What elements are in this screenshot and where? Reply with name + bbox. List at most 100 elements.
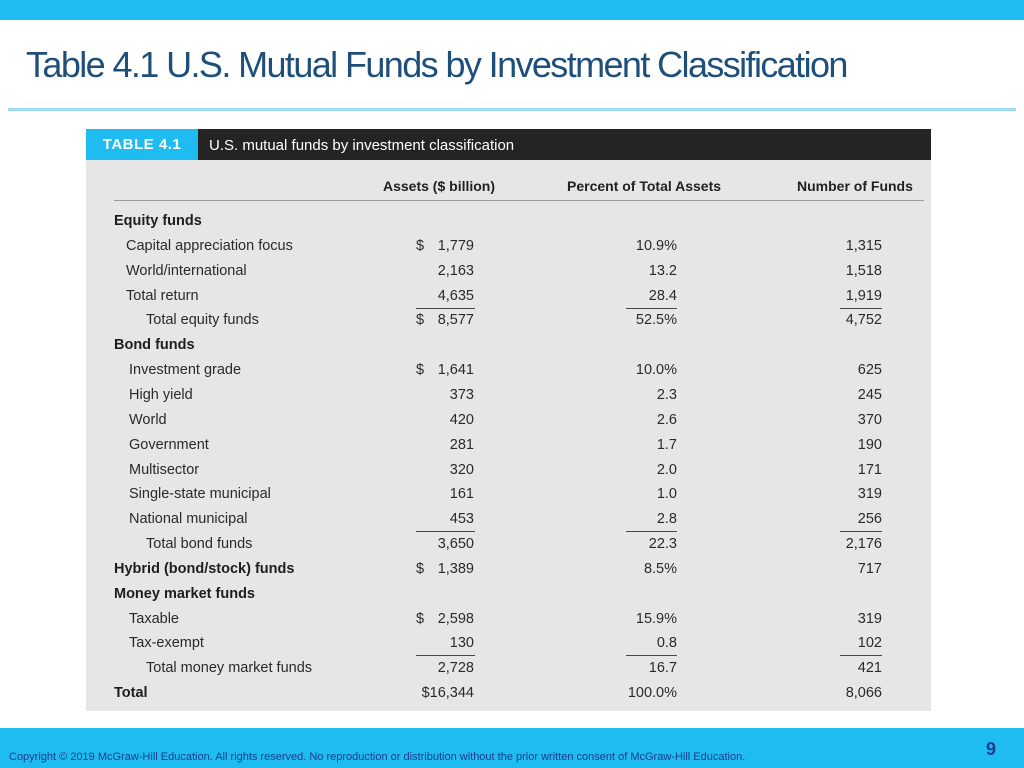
table-row: Taxable $2,598 15.9% 319	[86, 611, 931, 635]
percent-cell: 13.2	[648, 262, 677, 279]
column-header-percent: Percent of Total Assets	[567, 178, 722, 194]
table-caption: U.S. mutual funds by investment classifi…	[209, 137, 515, 154]
column-subtotal-underline	[626, 531, 677, 533]
fund-count-cell: 2,176	[845, 536, 882, 553]
table-row: World/international 2,163 13.2 1,518	[86, 263, 931, 287]
table-row: World 420 2.6 370	[86, 412, 931, 436]
table-section-row: Total $16,344 100.0% 8,066	[86, 685, 931, 709]
percent-cell: 1.7	[656, 436, 677, 453]
row-label: World	[129, 411, 167, 428]
fund-count-cell: 717	[857, 560, 882, 577]
assets-cell: 420	[449, 411, 474, 428]
table-subtotal-row: Total bond funds 3,650 22.3 2,176	[86, 536, 931, 560]
assets-cell: 130	[449, 635, 474, 652]
row-label: Multisector	[129, 461, 200, 478]
table-row: Tax-exempt 130 0.8 102	[86, 635, 931, 659]
fund-count-cell: 319	[857, 610, 882, 627]
assets-cell: 2,163	[437, 262, 474, 279]
row-label: Single-state municipal	[129, 486, 271, 503]
percent-cell: 10.9%	[635, 237, 677, 254]
fund-count-cell: 1,518	[845, 262, 882, 279]
table-row: Multisector 320 2.0 171	[86, 462, 931, 486]
currency-symbol: $	[416, 362, 425, 379]
page-number: 9	[986, 739, 997, 759]
row-label: Capital appreciation focus	[126, 237, 293, 254]
header-rule	[114, 200, 924, 201]
assets-cell: 2,728	[437, 660, 474, 677]
table-row: Government 281 1.7 190	[86, 437, 931, 461]
fund-count-cell: 319	[857, 486, 882, 503]
row-label: Government	[129, 436, 209, 453]
table-row: High yield 373 2.3 245	[86, 387, 931, 411]
table-row: Capital appreciation focus $1,779 10.9% 1,3…	[86, 238, 931, 262]
table-panel: TABLE 4.1 U.S. mutual funds by investmen…	[86, 129, 931, 711]
table-section-row: Money market funds	[86, 586, 931, 610]
percent-cell: 16.7	[648, 660, 677, 677]
row-label: High yield	[129, 386, 193, 403]
assets-cell: 281	[449, 436, 474, 453]
column-subtotal-underline	[416, 531, 475, 533]
currency-symbol: $	[416, 560, 425, 577]
table-section-row: Equity funds	[86, 213, 931, 237]
copyright-notice: Copyright © 2019 McGraw-Hill Education. …	[9, 751, 746, 763]
fund-count-cell: 245	[857, 386, 882, 403]
fund-count-cell: 4,752	[845, 312, 882, 329]
row-label: Total bond funds	[146, 536, 253, 553]
fund-count-cell: 102	[857, 635, 882, 652]
assets-cell: 161	[449, 486, 474, 503]
table-section-row: Bond funds	[86, 337, 931, 361]
percent-cell: 52.5%	[635, 312, 677, 329]
table-subtotal-row: Total equity funds $8,577 52.5% 4,752	[86, 312, 931, 336]
row-label: Total	[114, 685, 148, 702]
row-label: Money market funds	[114, 585, 255, 602]
row-label: Equity funds	[114, 213, 202, 229]
percent-cell: 2.6	[656, 411, 677, 428]
fund-count-cell: 190	[857, 436, 882, 453]
percent-cell: 8.5%	[643, 560, 677, 577]
table-row: National municipal 453 2.8 256	[86, 511, 931, 535]
column-header-number: Number of Funds	[797, 178, 913, 194]
column-subtotal-underline	[416, 655, 475, 657]
table-tag: TABLE 4.1	[86, 129, 198, 160]
column-subtotal-underline	[840, 531, 882, 533]
row-label: Total return	[126, 287, 199, 304]
table-subtotal-row: Total money market funds 2,728 16.7 421	[86, 660, 931, 684]
fund-count-cell: 421	[857, 660, 882, 677]
table-section-row: Hybrid (bond/stock) funds $1,389 8.5% 717	[86, 561, 931, 585]
currency-symbol: $	[416, 312, 425, 329]
percent-cell: 2.8	[656, 511, 677, 528]
row-label: Bond funds	[114, 337, 195, 354]
assets-cell: 1,641	[437, 362, 474, 379]
row-label: Total money market funds	[146, 660, 313, 677]
fund-count-cell: 1,315	[845, 237, 882, 254]
assets-cell: 453	[449, 511, 474, 528]
row-label: Tax-exempt	[129, 635, 204, 652]
column-subtotal-underline	[840, 307, 882, 309]
row-label: National municipal	[129, 511, 248, 528]
assets-cell: 3,650	[437, 536, 474, 553]
assets-cell: 4,635	[437, 287, 474, 304]
row-label: Investment grade	[129, 362, 242, 379]
table-row: Investment grade $1,641 10.0% 625	[86, 362, 931, 386]
assets-cell: 1,779	[437, 237, 474, 254]
assets-cell: 373	[449, 386, 474, 403]
fund-count-cell: 256	[857, 511, 882, 528]
currency-symbol: $	[416, 237, 425, 254]
percent-cell: 100.0%	[627, 685, 677, 702]
column-subtotal-underline	[840, 655, 882, 657]
fund-count-cell: 1,919	[845, 287, 882, 304]
row-label: Total equity funds	[146, 312, 259, 329]
table-row: Single-state municipal 161 1.0 319	[86, 486, 931, 510]
table-header-bar: TABLE 4.1 U.S. mutual funds by investmen…	[86, 129, 931, 160]
assets-cell: 8,577	[437, 312, 474, 329]
column-subtotal-underline	[626, 655, 677, 657]
column-header-assets: Assets ($ billion)	[383, 178, 496, 194]
percent-cell: 0.8	[656, 635, 677, 652]
fund-count-cell: 171	[857, 461, 882, 478]
row-label: World/international	[126, 262, 247, 279]
currency-symbol: $	[416, 610, 425, 627]
percent-cell: 22.3	[648, 536, 677, 553]
assets-cell: 1,389	[437, 560, 474, 577]
fund-count-cell: 625	[857, 362, 882, 379]
slide-title: Table 4.1 U.S. Mutual Funds by Investmen…	[26, 44, 848, 85]
